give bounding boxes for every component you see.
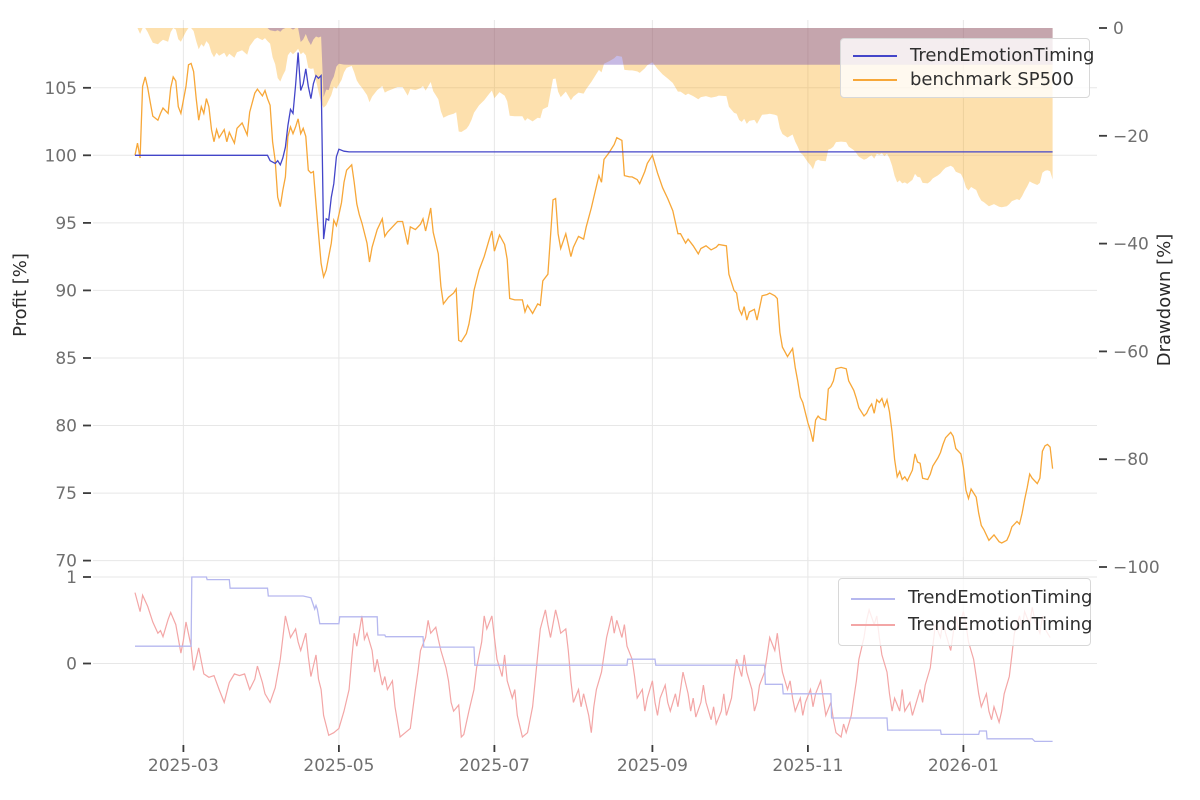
axis-tick-marks xyxy=(83,27,1107,752)
benchmark-drawdown-area xyxy=(135,28,1053,208)
legend-entry-emotion: TrendEmotionTiming xyxy=(851,613,1092,637)
svg-text:−20: −20 xyxy=(1113,127,1149,147)
svg-text:90: 90 xyxy=(55,281,77,301)
svg-text:2025-11: 2025-11 xyxy=(772,756,843,776)
svg-text:70: 70 xyxy=(55,552,77,572)
legend-label: TrendEmotionTiming xyxy=(910,45,1095,66)
svg-text:85: 85 xyxy=(55,349,77,369)
svg-text:−80: −80 xyxy=(1113,450,1149,470)
axis-titles: Profit [%] Drawdown [%] xyxy=(10,234,1175,366)
strategy-drawdown-area xyxy=(135,28,1053,98)
benchmark-sp500-line xyxy=(134,62,1054,544)
position-step-line xyxy=(135,576,1053,743)
legend-label: benchmark SP500 xyxy=(910,69,1074,91)
top-chart-legend: TrendEmotionTiming benchmark SP500 xyxy=(840,38,1094,98)
legend-label: TrendEmotionTiming xyxy=(908,587,1093,609)
legend-entry-strategy: TrendEmotionTiming xyxy=(853,44,1094,68)
svg-text:2025-03: 2025-03 xyxy=(148,756,219,776)
position-line-swatch xyxy=(851,597,895,600)
legend-entry-benchmark: benchmark SP500 xyxy=(853,68,1077,92)
top-chart-gridlines xyxy=(93,20,1097,570)
bottom-chart-lines xyxy=(134,576,1053,743)
svg-text:0: 0 xyxy=(66,655,77,675)
legend-entry-position: TrendEmotionTiming xyxy=(851,586,1092,610)
strategy-equity-line xyxy=(135,52,1053,240)
svg-text:100: 100 xyxy=(45,146,77,166)
svg-text:2026-01: 2026-01 xyxy=(928,756,999,776)
benchmark-line-swatch xyxy=(853,79,897,82)
profit-axis-label: Profit [%] xyxy=(10,253,31,337)
strategy-line-swatch xyxy=(853,55,897,58)
svg-text:0: 0 xyxy=(1113,19,1124,39)
svg-text:1: 1 xyxy=(66,568,77,588)
svg-text:−60: −60 xyxy=(1113,342,1149,362)
bottom-chart-legend: TrendEmotionTiming TrendEmotionTiming xyxy=(838,578,1092,646)
svg-text:−40: −40 xyxy=(1113,235,1149,255)
emotion-line-swatch xyxy=(851,624,895,627)
svg-text:2025-07: 2025-07 xyxy=(459,756,530,776)
drawdown-axis-label: Drawdown [%] xyxy=(1154,234,1175,366)
svg-text:75: 75 xyxy=(55,484,77,504)
legend-label: TrendEmotionTiming xyxy=(908,614,1093,636)
svg-text:2025-09: 2025-09 xyxy=(617,756,688,776)
axis-tick-labels: 105100959085807570100−20−40−60−80−100202… xyxy=(45,19,1160,776)
drawdown-areas xyxy=(135,28,1053,208)
emotion-indicator-line xyxy=(134,592,1051,739)
svg-text:105: 105 xyxy=(45,79,77,99)
svg-text:2025-05: 2025-05 xyxy=(303,756,374,776)
top-chart-lines xyxy=(134,52,1054,544)
svg-text:80: 80 xyxy=(55,417,77,437)
svg-text:95: 95 xyxy=(55,214,77,234)
svg-text:−100: −100 xyxy=(1113,558,1160,578)
